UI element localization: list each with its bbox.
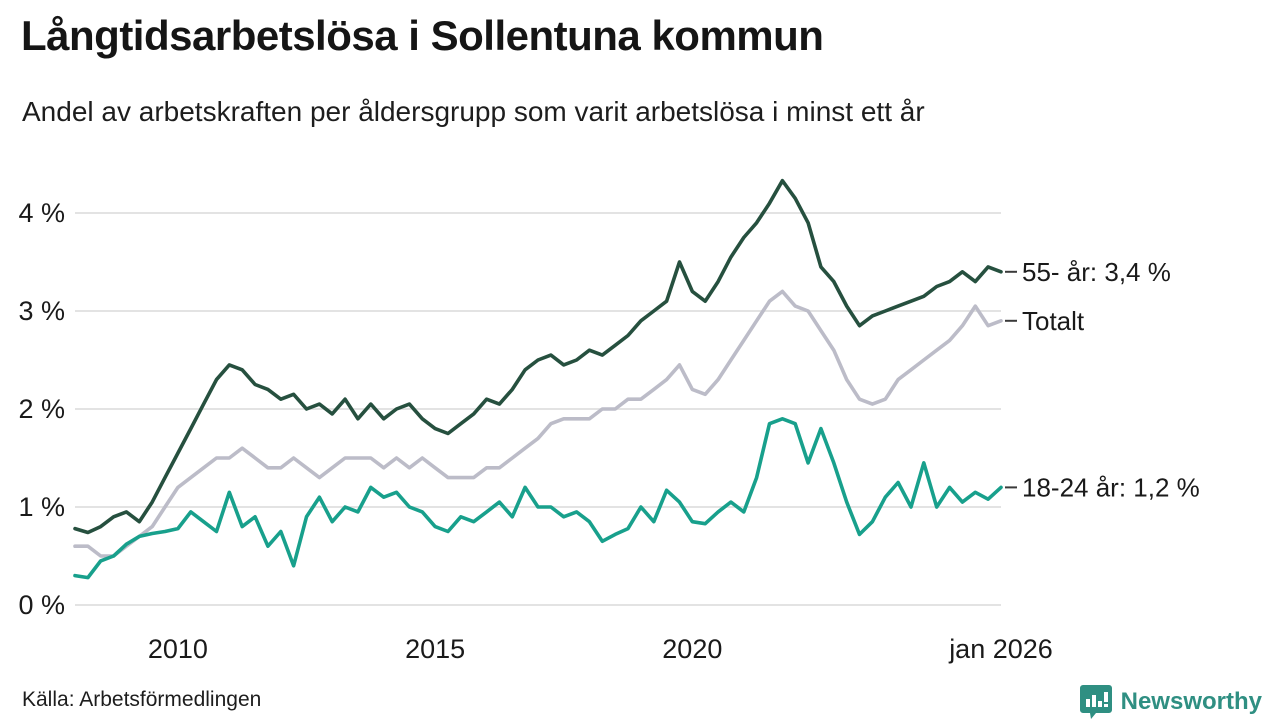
- series-line-totalt: [73, 289, 1003, 558]
- series-end-label: 18-24 år: 1,2 %: [1022, 472, 1200, 502]
- x-tick-label: 2010: [148, 634, 208, 664]
- x-tick-label: 2020: [662, 634, 722, 664]
- series-line-18-24-r: [73, 416, 1003, 580]
- y-tick-label: 0 %: [18, 590, 65, 620]
- y-tick-label: 1 %: [18, 492, 65, 522]
- y-tick-label: 3 %: [18, 296, 65, 326]
- y-tick-label: 4 %: [18, 198, 65, 228]
- x-tick-label: 2015: [405, 634, 465, 664]
- x-tick-label: jan 2026: [948, 634, 1053, 664]
- y-tick-label: 2 %: [18, 394, 65, 424]
- page-subtitle: Andel av arbetskraften per åldersgrupp s…: [22, 96, 925, 127]
- page-title: Långtidsarbetslösa i Sollentuna kommun: [21, 12, 824, 59]
- newsworthy-logo-icon: [1079, 685, 1112, 719]
- source-note: Källa: Arbetsförmedlingen: [22, 688, 262, 711]
- newsworthy-brand: Newsworthy: [1079, 684, 1262, 720]
- series-end-label: Totalt: [1022, 306, 1085, 336]
- newsworthy-brand-text: Newsworthy: [1120, 688, 1262, 715]
- series-end-label: 55- år: 3,4 %: [1022, 257, 1171, 287]
- series-line-55-r: [73, 178, 1003, 535]
